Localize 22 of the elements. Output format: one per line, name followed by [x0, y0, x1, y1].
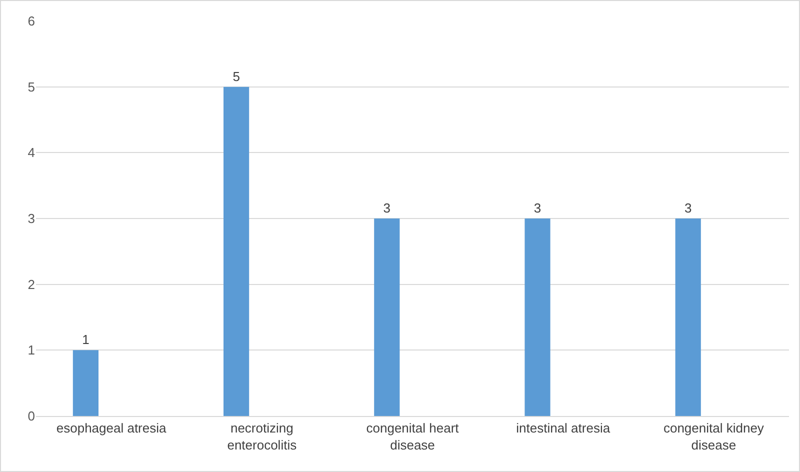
- data-label: 3: [383, 200, 391, 216]
- data-label: 5: [232, 68, 240, 84]
- bar: [675, 218, 701, 416]
- y-tick-label: 0: [28, 408, 35, 424]
- x-tick-label: congenital heart disease: [366, 420, 460, 452]
- x-tick-label: congenital kidney disease: [663, 420, 764, 452]
- bar: [72, 350, 98, 416]
- y-tick-label: 4: [28, 145, 35, 160]
- x-tick-label: esophageal atresia: [56, 420, 167, 436]
- y-tick-label: 6: [28, 14, 35, 29]
- data-label: 3: [534, 200, 542, 216]
- x-tick-label: intestinal atresia: [516, 420, 611, 436]
- x-tick-label: necrotizing enterocolitis: [227, 420, 298, 452]
- bar: [224, 86, 250, 416]
- y-tick-label: 2: [28, 276, 35, 292]
- y-tick-label: 1: [28, 342, 35, 358]
- data-label: 3: [684, 200, 692, 216]
- bar: [524, 218, 550, 416]
- y-tick-label: 3: [28, 211, 35, 226]
- bar: [374, 218, 400, 416]
- data-label: 1: [82, 332, 90, 348]
- y-tick-label: 5: [28, 79, 35, 94]
